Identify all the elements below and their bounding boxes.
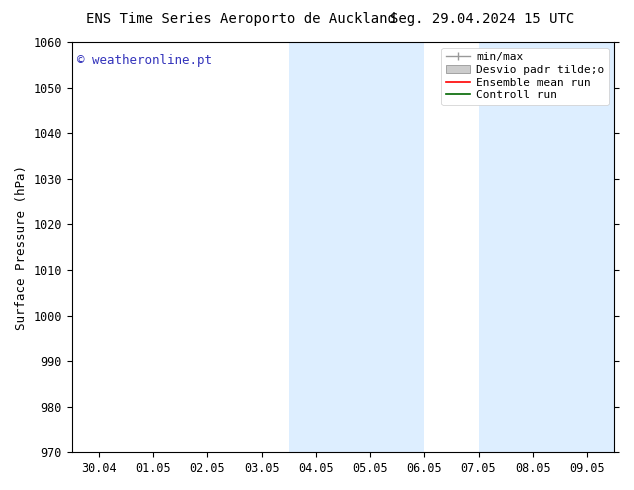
Text: Seg. 29.04.2024 15 UTC: Seg. 29.04.2024 15 UTC bbox=[390, 12, 574, 26]
Y-axis label: Surface Pressure (hPa): Surface Pressure (hPa) bbox=[15, 165, 28, 330]
Legend: min/max, Desvio padr tilde;o, Ensemble mean run, Controll run: min/max, Desvio padr tilde;o, Ensemble m… bbox=[441, 48, 609, 105]
Bar bbox=[288, 42, 424, 452]
Text: © weatheronline.pt: © weatheronline.pt bbox=[77, 54, 212, 67]
Text: ENS Time Series Aeroporto de Auckland: ENS Time Series Aeroporto de Auckland bbox=[86, 12, 396, 26]
Bar bbox=[479, 42, 614, 452]
